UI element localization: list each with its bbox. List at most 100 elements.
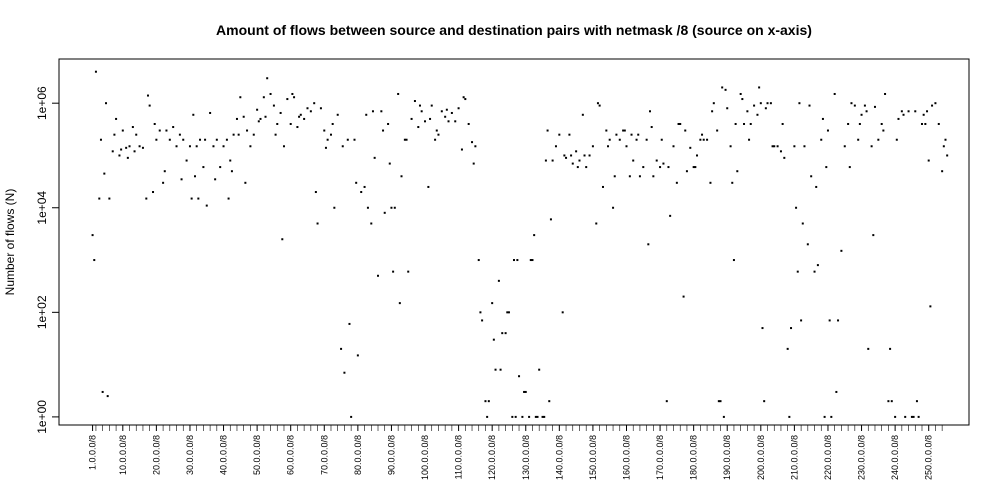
data-point [684, 129, 687, 132]
data-point [209, 111, 212, 114]
data-point [667, 166, 670, 169]
data-point [534, 415, 537, 418]
data-point [716, 129, 719, 132]
data-point [642, 166, 645, 169]
x-tick-label: 20.0.0.0/8 [151, 435, 161, 475]
data-point [538, 368, 541, 371]
data-point [724, 88, 727, 91]
data-point [815, 185, 818, 188]
x-tick-label: 90.0.0.0/8 [386, 435, 396, 475]
data-point [178, 133, 181, 136]
data-point [694, 166, 697, 169]
data-point [662, 162, 665, 165]
data-point [388, 162, 391, 165]
data-point [808, 104, 811, 107]
data-point [383, 211, 386, 214]
data-point [481, 319, 484, 322]
data-point [410, 117, 413, 120]
data-point [647, 243, 650, 246]
data-point [897, 117, 900, 120]
data-point [382, 129, 385, 132]
data-point [225, 138, 228, 141]
x-tick-label: 1.0.0.0/8 [88, 435, 98, 470]
x-tick-label: 160.0.0.0/8 [621, 435, 631, 480]
x-tick-label: 120.0.0.0/8 [487, 435, 497, 480]
data-point [904, 415, 907, 418]
data-point [931, 104, 934, 107]
data-point [741, 98, 744, 101]
data-point [746, 110, 749, 113]
data-point [543, 415, 546, 418]
data-point [175, 145, 178, 148]
data-point [675, 181, 678, 184]
data-point [865, 110, 868, 113]
data-point [403, 138, 406, 141]
data-point [749, 122, 752, 125]
data-point [205, 204, 208, 207]
x-tick-label: 180.0.0.0/8 [689, 435, 699, 480]
data-point [397, 92, 400, 95]
data-point [536, 415, 539, 418]
x-tick-label: 200.0.0.0/8 [756, 435, 766, 480]
data-point [826, 129, 829, 132]
data-point [734, 122, 737, 125]
data-point [783, 156, 786, 159]
data-point [816, 264, 819, 267]
data-point [882, 129, 885, 132]
y-tick-label: 1e+02 [35, 295, 49, 329]
data-point [717, 400, 720, 403]
data-point [427, 185, 430, 188]
data-point [914, 110, 917, 113]
data-point [900, 110, 903, 113]
data-point [486, 415, 489, 418]
data-point [810, 175, 813, 178]
data-point [612, 206, 615, 209]
data-point [623, 129, 626, 132]
data-point [98, 197, 101, 200]
data-point [235, 117, 238, 120]
data-point [373, 156, 376, 159]
data-point [927, 159, 930, 162]
data-point [126, 156, 129, 159]
data-point [739, 92, 742, 95]
data-point [246, 129, 249, 132]
data-point [491, 302, 494, 305]
data-point [242, 115, 245, 118]
data-point [363, 185, 366, 188]
data-point [165, 129, 168, 132]
data-point [546, 129, 549, 132]
data-point [867, 347, 870, 350]
data-point [721, 86, 724, 89]
data-point [346, 138, 349, 141]
data-point [329, 133, 332, 136]
data-point [513, 259, 515, 262]
data-point [405, 138, 408, 141]
data-point [578, 159, 581, 162]
x-tick-label: 230.0.0.0/8 [857, 435, 867, 480]
data-point [494, 368, 497, 371]
data-point [101, 390, 104, 393]
data-point [434, 138, 437, 141]
data-point [912, 415, 915, 418]
data-point [418, 104, 421, 107]
x-tick-label: 30.0.0.0/8 [185, 435, 195, 475]
data-point [227, 197, 230, 200]
y-axis-label: Number of flows (N) [3, 189, 17, 296]
data-point [583, 154, 586, 157]
data-point [125, 146, 128, 149]
data-point [833, 92, 836, 95]
data-point [138, 145, 141, 148]
data-point [333, 206, 336, 209]
data-point [152, 191, 155, 194]
data-point [272, 104, 275, 107]
x-tick-label: 210.0.0.0/8 [789, 435, 799, 480]
data-point [605, 129, 608, 132]
data-point [479, 311, 482, 314]
data-point [531, 259, 534, 262]
data-point [120, 148, 123, 151]
data-point [474, 145, 477, 148]
data-point [462, 96, 465, 99]
data-point [398, 302, 401, 305]
data-point [638, 175, 641, 178]
data-point [922, 113, 925, 116]
